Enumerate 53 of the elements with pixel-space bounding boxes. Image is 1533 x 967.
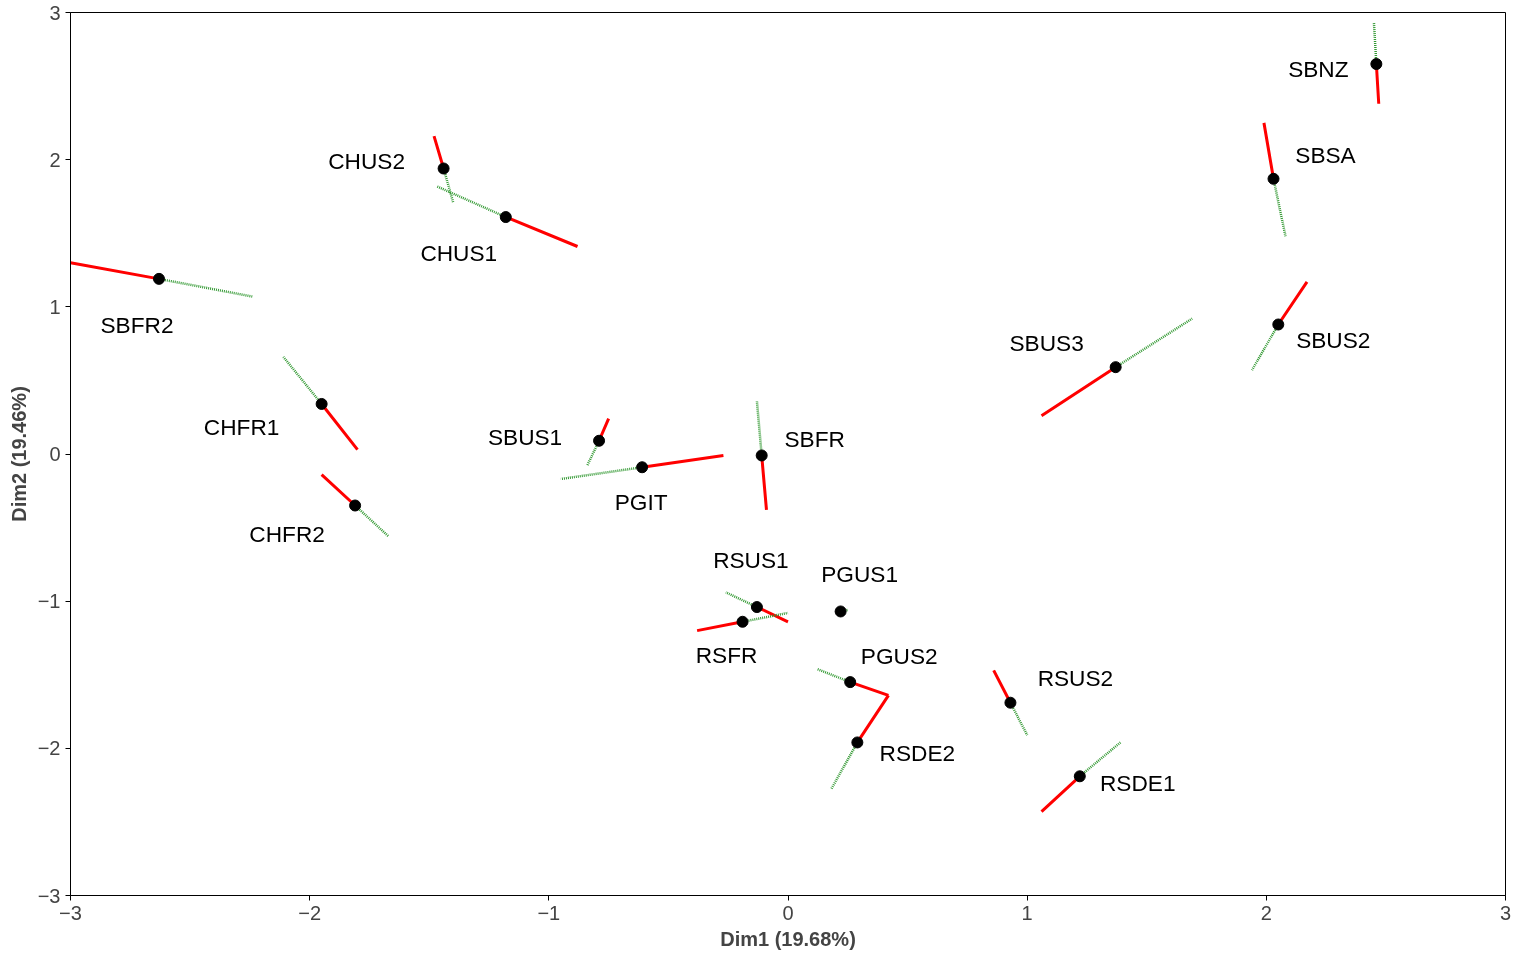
annotation: PGIT: [614, 489, 668, 516]
point: [736, 615, 749, 628]
annotation: RSUS1: [713, 547, 789, 574]
point: [1272, 318, 1285, 331]
x-tick-label: 0: [782, 901, 794, 924]
y-axis-title: Dim2 (19.46%): [7, 386, 30, 522]
annotation: CHUS2: [328, 148, 405, 175]
y-tick-label: −3: [37, 884, 61, 907]
x-tick-label: 2: [1260, 901, 1272, 924]
annotation: RSDE1: [1100, 770, 1176, 797]
point: [750, 601, 763, 614]
x-tick-label: 1: [1021, 901, 1033, 924]
annotation: SBNZ: [1288, 56, 1349, 83]
x-axis-title: Dim1 (19.68%): [720, 927, 856, 950]
annotation: RSDE2: [879, 740, 956, 767]
annotation: SBUS1: [487, 423, 563, 450]
annotation: PGUS1: [821, 561, 899, 588]
point: [499, 211, 512, 224]
x-tick-label: −2: [298, 901, 322, 924]
annotation: CHFR2: [249, 520, 325, 547]
annotation: PGUS2: [860, 643, 938, 670]
point: [1267, 172, 1280, 185]
point: [315, 397, 328, 410]
point: [1370, 58, 1383, 70]
point: [1004, 696, 1017, 709]
point: [844, 676, 857, 689]
point: [1109, 361, 1122, 374]
point: [636, 461, 649, 474]
annotation: CHFR1: [203, 413, 280, 440]
point: [851, 736, 864, 749]
annotation: SBFR2: [100, 311, 174, 338]
point: [755, 449, 768, 462]
y-tick-label: 1: [49, 295, 61, 318]
point: [834, 605, 847, 618]
point: [593, 434, 606, 447]
point: [1073, 770, 1086, 783]
x-tick-label: −1: [537, 901, 561, 924]
y-tick-label: −1: [37, 590, 61, 613]
annotation: RSUS2: [1037, 664, 1114, 691]
y-tick-label: −2: [37, 737, 61, 760]
point: [152, 272, 165, 285]
annotation: SBUS2: [1296, 327, 1371, 354]
annotation: CHUS1: [420, 240, 498, 267]
annotation: SBSA: [1295, 141, 1357, 168]
point: [437, 162, 450, 175]
annotation: RSFR: [695, 641, 758, 668]
point: [349, 499, 362, 512]
annotation: SBFR: [784, 426, 845, 453]
x-tick-label: 3: [1499, 901, 1512, 924]
y-tick-label: 0: [49, 443, 61, 465]
y-tick-label: 3: [49, 1, 61, 24]
annotation: SBUS3: [1009, 330, 1084, 357]
y-tick-label: 2: [49, 148, 61, 171]
